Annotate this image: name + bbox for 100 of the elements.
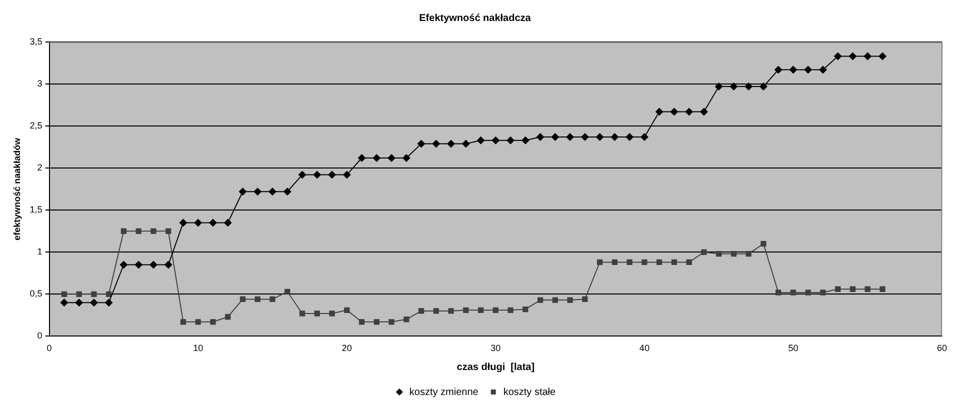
point	[134, 260, 143, 269]
point	[314, 310, 320, 316]
point	[596, 132, 604, 141]
point	[744, 82, 753, 91]
point	[432, 140, 440, 148]
point	[508, 307, 514, 313]
point	[388, 154, 396, 162]
x-tick-label: 30	[490, 343, 501, 354]
point	[136, 228, 142, 234]
point	[656, 259, 662, 266]
point	[789, 66, 798, 74]
point	[166, 228, 172, 234]
point	[225, 314, 231, 320]
point	[90, 298, 98, 307]
x-axis-title: czas długi [lata]	[456, 362, 535, 373]
legend-label: koszty zmienne	[409, 386, 479, 398]
point	[492, 136, 500, 144]
point	[714, 82, 723, 91]
y-tick-label: 3,5	[30, 36, 42, 46]
point	[864, 52, 872, 60]
point	[61, 291, 68, 297]
point	[521, 136, 530, 144]
point	[492, 307, 498, 313]
point	[774, 66, 782, 74]
point	[254, 296, 260, 302]
point	[194, 218, 202, 227]
point	[329, 310, 335, 316]
point	[476, 136, 485, 144]
point	[701, 249, 707, 255]
point	[299, 310, 306, 316]
point	[506, 136, 515, 144]
point	[284, 288, 290, 294]
point	[746, 250, 752, 257]
point	[686, 259, 692, 266]
point	[180, 319, 186, 325]
point	[566, 132, 574, 141]
point	[238, 188, 247, 196]
point	[835, 286, 841, 292]
point	[240, 296, 246, 302]
point	[580, 132, 589, 141]
point	[759, 82, 768, 91]
x-tick-label: 50	[788, 343, 798, 354]
point	[76, 291, 82, 297]
point	[864, 286, 870, 292]
point	[447, 140, 456, 148]
point	[448, 308, 454, 314]
point	[626, 132, 634, 141]
point	[208, 218, 217, 227]
point	[417, 140, 426, 148]
point	[344, 307, 350, 313]
point	[358, 154, 366, 162]
point	[818, 66, 827, 74]
point	[610, 132, 619, 141]
point	[164, 260, 172, 269]
y-tick-label: 1	[37, 246, 42, 257]
point	[402, 154, 410, 162]
y-tick-label: 0,5	[30, 288, 42, 299]
point	[418, 308, 424, 314]
point	[60, 298, 68, 307]
legend-label: koszty stałe	[503, 386, 556, 398]
point	[120, 260, 128, 269]
point	[388, 319, 394, 325]
x-tick-label: 20	[342, 343, 352, 354]
point	[179, 218, 188, 227]
point	[790, 290, 796, 296]
point	[268, 188, 276, 196]
point	[372, 154, 381, 162]
chart-title: Efektywność nakładcza	[419, 12, 532, 24]
y-tick-label: 2	[37, 162, 42, 173]
x-tick-label: 40	[639, 343, 650, 354]
point	[328, 170, 336, 179]
point	[671, 259, 678, 266]
point	[106, 291, 112, 297]
point	[313, 170, 322, 179]
point	[522, 306, 528, 312]
point	[596, 259, 603, 266]
y-axis-title: efektywność naakładów	[12, 136, 22, 240]
point	[804, 66, 812, 74]
point	[224, 218, 232, 227]
point	[462, 140, 470, 148]
point	[612, 259, 618, 266]
point	[626, 259, 632, 266]
point	[848, 52, 857, 60]
point	[582, 296, 588, 302]
point	[552, 297, 558, 303]
point	[433, 308, 439, 314]
point	[536, 132, 544, 141]
point	[640, 132, 648, 141]
point	[880, 286, 886, 292]
point	[850, 286, 856, 292]
point	[150, 228, 156, 234]
point	[254, 188, 262, 196]
x-tick-label: 10	[193, 343, 204, 354]
y-tick-label: 2,5	[30, 120, 42, 131]
x-tick-label: 60	[936, 343, 948, 354]
point	[551, 132, 560, 141]
point	[270, 296, 276, 302]
x-tick-label: 0	[46, 343, 52, 354]
point	[120, 228, 127, 234]
point	[670, 108, 678, 116]
